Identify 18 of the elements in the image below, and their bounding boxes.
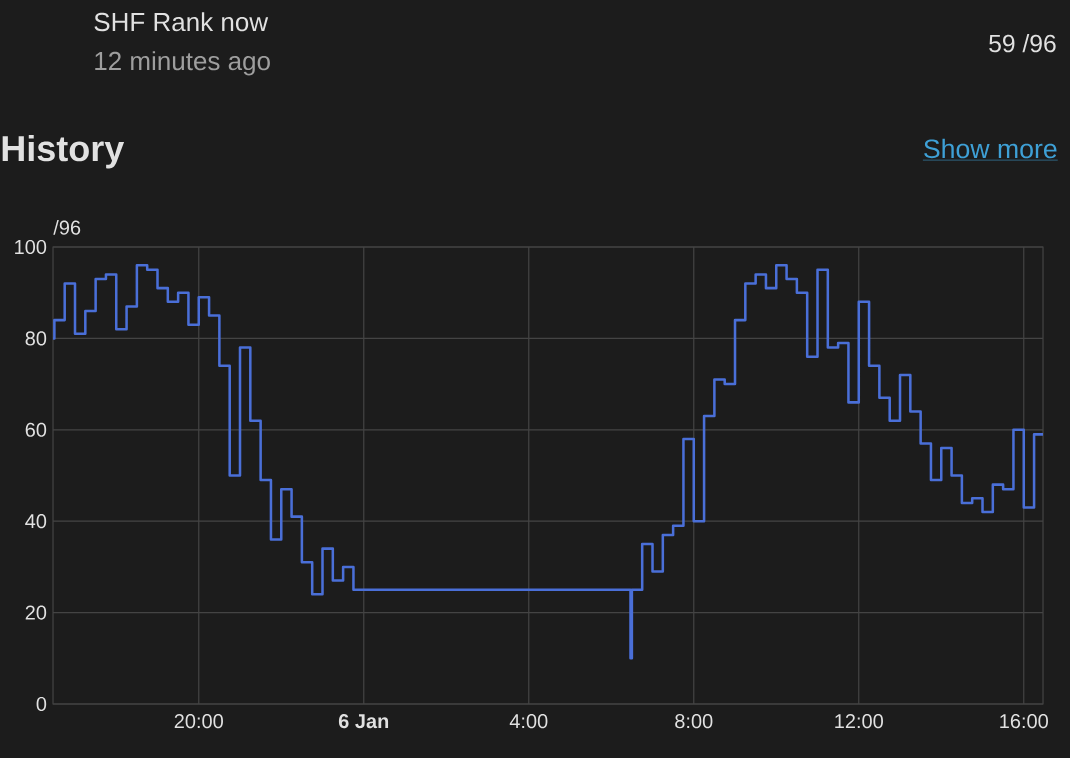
- chart-title: SHF Rank now: [94, 12, 269, 32]
- x-tick-label: 12:00: [835, 714, 883, 729]
- text: Show more: [924, 138, 1057, 159]
- y-tick-label: 0: [36, 696, 47, 712]
- chart-subtitle: 12 minutes ago: [95, 51, 270, 76]
- text: History: [2, 134, 125, 169]
- y-tick-label: 100: [15, 239, 47, 255]
- y-tick-label: 60: [25, 422, 47, 437]
- x-tick-label: 4:00: [509, 714, 548, 729]
- x-tick-label: 16:00: [1000, 714, 1048, 729]
- y-tick-label: 20: [25, 605, 47, 620]
- x-tick-label: 20:00: [174, 714, 223, 729]
- y-axis-title: /96: [53, 220, 81, 235]
- x-tick-label: 8:00: [675, 714, 713, 729]
- x-tick-label: 6 Jan: [338, 714, 389, 729]
- y-tick-label: 80: [25, 331, 47, 346]
- y-tick-label: 40: [25, 514, 47, 529]
- text: 59 /96: [989, 34, 1056, 53]
